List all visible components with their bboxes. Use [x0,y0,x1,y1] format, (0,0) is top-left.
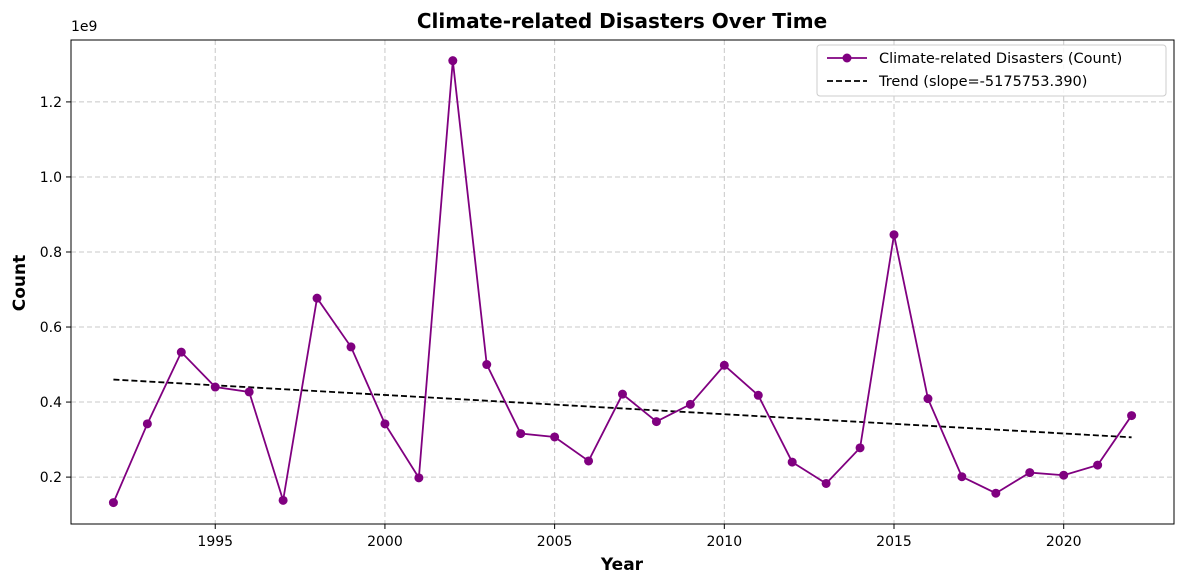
data-point [889,230,899,240]
x-tick-label: 2005 [537,534,573,550]
data-point [584,456,594,466]
y-axis-label: Count [10,255,30,312]
y-tick-label: 1.2 [40,95,62,111]
data-point [821,478,831,488]
data-point [414,473,424,483]
y-tick-label: 0.6 [40,320,62,336]
data-point [1127,411,1137,421]
data-point [787,457,797,467]
y-tick-label: 0.2 [40,470,62,486]
data-point [1025,468,1035,478]
x-tick-label: 2015 [876,534,912,550]
data-point [278,495,288,505]
data-point [482,360,492,370]
data-point [312,293,322,303]
data-point [516,429,526,439]
trend-layer [113,378,1132,439]
x-tick-label: 2000 [367,534,403,550]
y-tick-label: 1.0 [40,170,62,186]
trend-line [113,378,1132,439]
data-point [1059,470,1069,480]
y-tick-label: 0.8 [40,245,62,261]
grid-layer [71,40,1174,524]
data-point [1093,460,1103,470]
data-point [855,443,865,453]
data-point [210,382,220,392]
data-point [448,56,458,66]
data-point [991,488,1001,498]
data-point [550,432,560,442]
ticks-layer: 1995 2000 2005 2010 2015 2020 0.2 0.4 0.6 0.8 1.0 1… [40,95,1082,550]
x-tick-label: 2010 [706,534,742,550]
data-point [651,417,661,427]
plot-area-frame [70,39,1175,525]
data-point [753,390,763,400]
data-point [618,389,627,399]
data-point [108,498,118,508]
data-point [142,419,152,429]
data-point [685,399,695,409]
legend-label-trend: Trend (slope=-5175753.390) [878,74,1087,90]
legend-series-marker [842,53,852,63]
series-layer [108,56,1137,508]
data-point [380,419,390,429]
data-point [346,342,356,352]
chart-title: Climate-related Disasters Over Time [417,9,827,33]
x-axis-label: Year [600,555,644,575]
y-axis-offset-label: 1e9 [71,19,97,35]
data-point [719,360,729,370]
series-line-disasters [112,60,1133,503]
x-tick-label: 1995 [197,534,233,550]
data-point [244,387,254,397]
data-point [923,394,933,404]
legend: Climate-related Disasters (Count) Trend … [816,44,1167,97]
data-point [176,347,186,357]
legend-box [816,44,1167,97]
data-point [957,472,967,482]
legend-label-series: Climate-related Disasters (Count) [879,51,1122,67]
y-tick-label: 0.4 [40,395,62,411]
x-tick-label: 2020 [1046,534,1082,550]
